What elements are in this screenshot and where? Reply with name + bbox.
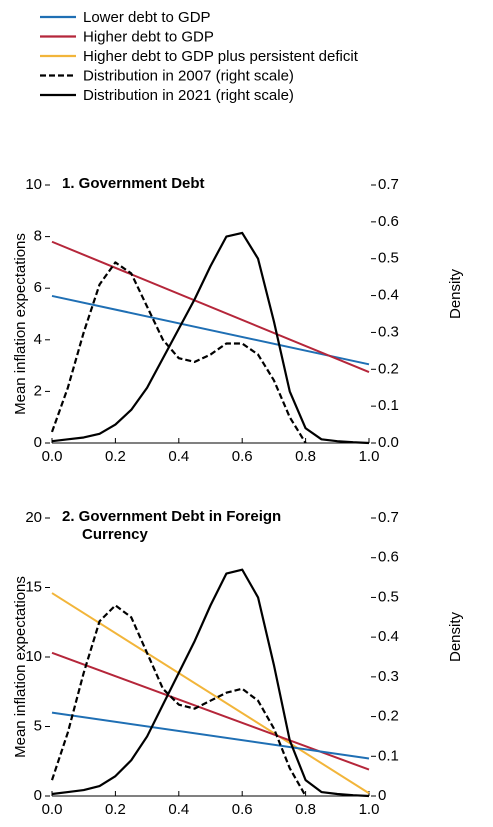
y2-tick-label: 0.6	[378, 213, 399, 230]
x-tick-label: 0.4	[168, 448, 189, 465]
legend-label: Distribution in 2021 (right scale)	[83, 87, 294, 104]
y2-tick-label: 0.5	[378, 588, 399, 605]
x-tick-label: 0.8	[295, 448, 316, 465]
y-tick-label: 4	[34, 331, 42, 348]
x-tick-label: 0.0	[42, 448, 63, 465]
y2-tick-label: 0.2	[378, 360, 399, 377]
y2-tick-label: 0.6	[378, 549, 399, 566]
legend-label: Lower debt to GDP	[83, 9, 211, 26]
series-line	[51, 568, 370, 798]
x-tick-label: 0.6	[232, 448, 253, 465]
y-tick-label: 10	[25, 648, 42, 665]
y2-tick-label: 0.3	[378, 323, 399, 340]
legend-label: Higher debt to GDP	[83, 28, 214, 45]
series-line	[50, 261, 307, 444]
y-tick-label: 15	[25, 578, 42, 595]
y2-tick-label: 0.7	[378, 509, 399, 526]
x-tick-label: 0.2	[105, 448, 126, 465]
x-tick-label: 0.6	[232, 801, 253, 818]
y-tick-label: 10	[25, 176, 42, 193]
y-tick-label: 6	[34, 279, 42, 296]
y2-tick-label: 0.5	[378, 250, 399, 267]
y2-tick-label: 0.3	[378, 668, 399, 685]
y2-tick-label: 0.1	[378, 397, 399, 414]
y2-tick-label: 0.1	[378, 747, 399, 764]
y2-tick-label: 0	[378, 787, 386, 804]
x-tick-label: 0.0	[42, 801, 63, 818]
y-axis-label: Mean inflation expectations	[12, 233, 29, 415]
y2-tick-label: 0.0	[378, 434, 399, 451]
series-line	[50, 604, 307, 797]
x-tick-label: 0.8	[295, 801, 316, 818]
y2-tick-label: 0.4	[378, 628, 399, 645]
chart-title: 1. Government Debt	[62, 175, 297, 193]
y2-axis-label: Density	[447, 611, 464, 662]
series-line	[51, 240, 370, 373]
series-line	[51, 294, 370, 366]
y2-tick-label: 0.7	[378, 176, 399, 193]
legend-label: Distribution in 2007 (right scale)	[83, 67, 294, 84]
y-tick-label: 5	[34, 717, 42, 734]
y-tick-label: 20	[25, 509, 42, 526]
x-tick-label: 0.2	[105, 801, 126, 818]
chart-title: 2. Government Debt in Foreign Currency	[62, 508, 297, 544]
y2-tick-label: 0.2	[378, 708, 399, 725]
series-line	[51, 592, 370, 795]
series-line	[51, 231, 370, 445]
y-axis-label: Mean inflation expectations	[12, 576, 29, 758]
y-tick-label: 0	[34, 434, 42, 451]
legend-label: Higher debt to GDP plus persistent defic…	[83, 48, 359, 65]
x-tick-label: 1.0	[359, 448, 380, 465]
y2-tick-label: 0.4	[378, 287, 399, 304]
y-tick-label: 2	[34, 382, 42, 399]
y-tick-label: 0	[34, 787, 42, 804]
series-line	[51, 711, 370, 760]
y-tick-label: 8	[34, 228, 42, 245]
x-tick-label: 1.0	[359, 801, 380, 818]
x-tick-label: 0.4	[168, 801, 189, 818]
y2-axis-label: Density	[447, 268, 464, 319]
